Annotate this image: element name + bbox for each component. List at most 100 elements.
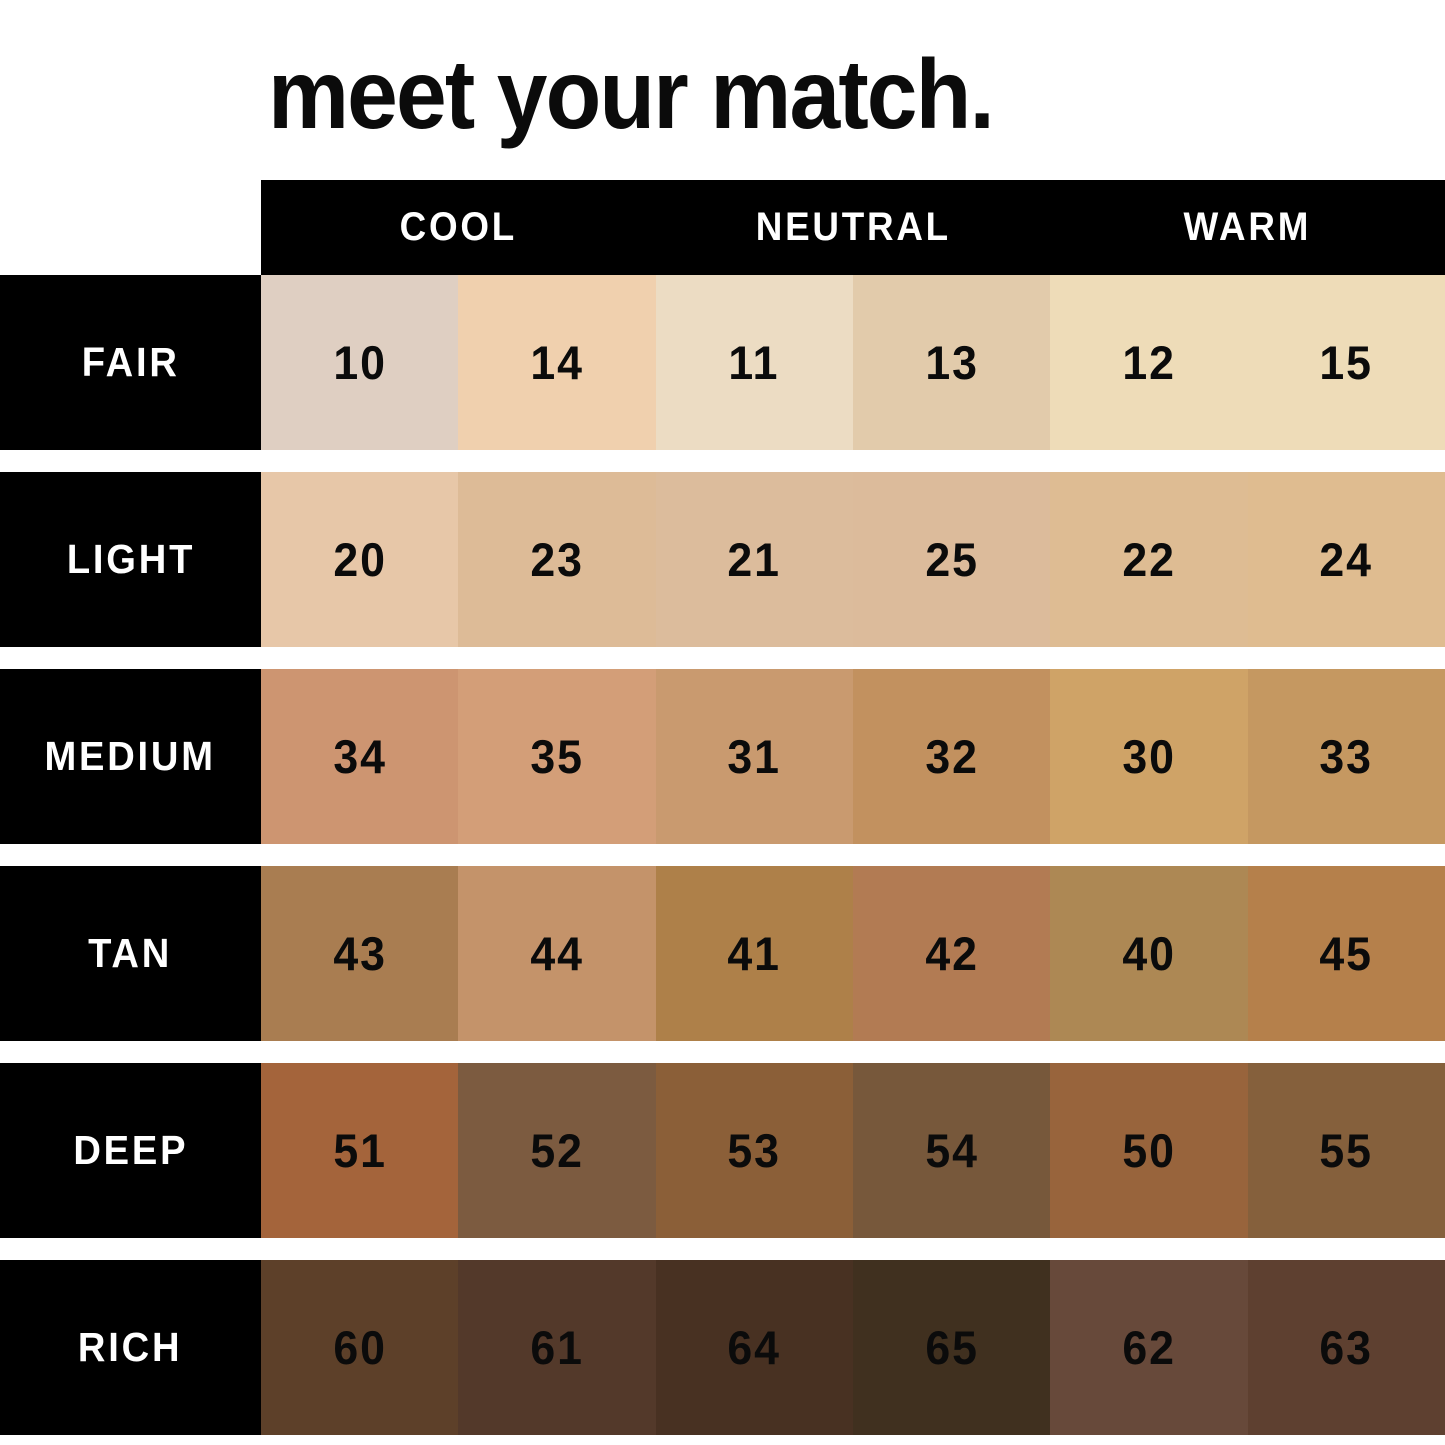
shade-swatch-45[interactable]: 45 [1247, 866, 1445, 1041]
swatch-strip: 51 52 53 54 50 55 [261, 1063, 1445, 1238]
shade-number: 32 [924, 730, 979, 783]
shade-swatch-43[interactable]: 43 [261, 866, 459, 1041]
row-divider [0, 647, 1445, 669]
shade-swatch-42[interactable]: 42 [852, 866, 1051, 1041]
shade-swatch-60[interactable]: 60 [261, 1260, 459, 1435]
tone-label-light: LIGHT [0, 472, 261, 647]
shade-number: 45 [1319, 927, 1374, 980]
shade-swatch-53[interactable]: 53 [655, 1063, 853, 1238]
shade-number: 42 [924, 927, 979, 980]
shade-number: 65 [924, 1321, 979, 1374]
shade-number: 50 [1122, 1124, 1176, 1177]
shade-swatch-23[interactable]: 23 [458, 472, 656, 647]
shade-swatch-35[interactable]: 35 [458, 669, 656, 844]
shade-swatch-33[interactable]: 33 [1247, 669, 1445, 844]
shade-swatch-64[interactable]: 64 [655, 1260, 853, 1435]
swatch-strip: 60 61 64 65 62 63 [261, 1260, 1445, 1435]
shade-swatch-51[interactable]: 51 [261, 1063, 459, 1238]
shade-swatch-61[interactable]: 61 [458, 1260, 656, 1435]
shade-swatch-41[interactable]: 41 [655, 866, 853, 1041]
tone-row-medium: MEDIUM 34 35 31 32 30 33 [0, 669, 1445, 844]
shade-number: 52 [530, 1124, 584, 1177]
tone-label-text: DEEP [72, 1127, 189, 1173]
shade-swatch-10[interactable]: 10 [261, 275, 459, 450]
shade-number: 64 [727, 1321, 782, 1374]
tone-row-tan: TAN 43 44 41 42 40 45 [0, 866, 1445, 1041]
shade-number: 41 [727, 927, 782, 980]
swatch-strip: 20 23 21 25 22 24 [261, 472, 1445, 647]
shade-number: 54 [924, 1124, 979, 1177]
shade-number: 15 [1319, 336, 1374, 389]
page-title: meet your match. [268, 39, 995, 149]
tone-row-rich: RICH 60 61 64 65 62 63 [0, 1260, 1445, 1435]
tone-label-text: FAIR [81, 339, 180, 385]
tone-label-medium: MEDIUM [0, 669, 261, 844]
shade-swatch-13[interactable]: 13 [852, 275, 1051, 450]
tone-label-text: TAN [88, 930, 173, 976]
shade-swatch-62[interactable]: 62 [1050, 1260, 1248, 1435]
shade-number: 22 [1122, 533, 1176, 586]
shade-swatch-32[interactable]: 32 [852, 669, 1051, 844]
undertone-header-row: COOL NEUTRAL WARM [261, 180, 1445, 275]
tone-row-light: LIGHT 20 23 21 25 22 24 [0, 472, 1445, 647]
shade-swatch-40[interactable]: 40 [1050, 866, 1248, 1041]
shade-swatch-22[interactable]: 22 [1050, 472, 1248, 647]
shade-number: 55 [1319, 1124, 1374, 1177]
shade-number: 20 [332, 533, 387, 586]
shade-swatch-24[interactable]: 24 [1247, 472, 1445, 647]
undertone-header-warm: WARM [1183, 205, 1312, 249]
tone-label-rich: RICH [0, 1260, 261, 1435]
shade-swatch-55[interactable]: 55 [1247, 1063, 1445, 1238]
shade-swatch-63[interactable]: 63 [1247, 1260, 1445, 1435]
shade-number: 11 [728, 336, 780, 389]
shade-swatch-25[interactable]: 25 [852, 472, 1051, 647]
shade-swatch-30[interactable]: 30 [1050, 669, 1248, 844]
row-divider [0, 1041, 1445, 1063]
tone-label-fair: FAIR [0, 275, 261, 450]
shade-number: 51 [332, 1124, 387, 1177]
shade-swatch-54[interactable]: 54 [852, 1063, 1051, 1238]
tone-label-text: RICH [78, 1324, 183, 1370]
shade-swatch-20[interactable]: 20 [261, 472, 459, 647]
title-banner: meet your match. [0, 0, 1445, 180]
shade-number: 62 [1122, 1321, 1176, 1374]
shade-number: 63 [1319, 1321, 1374, 1374]
shade-number: 25 [924, 533, 979, 586]
shade-grid: FAIR 10 14 11 13 12 15 LIGHT 20 23 21 25 22 24 MEDIUM 3… [0, 275, 1445, 1445]
tone-label-tan: TAN [0, 866, 261, 1041]
shade-number: 35 [530, 730, 584, 783]
shade-swatch-31[interactable]: 31 [655, 669, 853, 844]
shade-number: 10 [332, 336, 387, 389]
shade-number: 34 [332, 730, 387, 783]
shade-swatch-52[interactable]: 52 [458, 1063, 656, 1238]
shade-number: 23 [530, 533, 584, 586]
shade-number: 14 [530, 336, 584, 389]
shade-number: 31 [727, 730, 782, 783]
shade-swatch-15[interactable]: 15 [1247, 275, 1445, 450]
tone-label-text: MEDIUM [44, 733, 217, 779]
shade-number: 43 [332, 927, 387, 980]
swatch-strip: 34 35 31 32 30 33 [261, 669, 1445, 844]
row-divider [0, 1238, 1445, 1260]
shade-swatch-14[interactable]: 14 [458, 275, 656, 450]
tone-label-text: LIGHT [66, 536, 195, 582]
shade-number: 24 [1319, 533, 1374, 586]
shade-swatch-50[interactable]: 50 [1050, 1063, 1248, 1238]
shade-number: 33 [1319, 730, 1374, 783]
tone-row-deep: DEEP 51 52 53 54 50 55 [0, 1063, 1445, 1238]
shade-swatch-11[interactable]: 11 [655, 275, 853, 450]
shade-swatch-44[interactable]: 44 [458, 866, 656, 1041]
swatch-strip: 43 44 41 42 40 45 [261, 866, 1445, 1041]
shade-swatch-12[interactable]: 12 [1050, 275, 1248, 450]
shade-swatch-65[interactable]: 65 [852, 1260, 1051, 1435]
shade-number: 40 [1122, 927, 1176, 980]
shade-number: 13 [924, 336, 979, 389]
shade-number: 60 [332, 1321, 387, 1374]
row-divider [0, 844, 1445, 866]
tone-label-deep: DEEP [0, 1063, 261, 1238]
shade-number: 21 [727, 533, 782, 586]
shade-number: 12 [1122, 336, 1176, 389]
shade-swatch-21[interactable]: 21 [655, 472, 853, 647]
undertone-header-cool: COOL [399, 205, 518, 249]
shade-swatch-34[interactable]: 34 [261, 669, 459, 844]
